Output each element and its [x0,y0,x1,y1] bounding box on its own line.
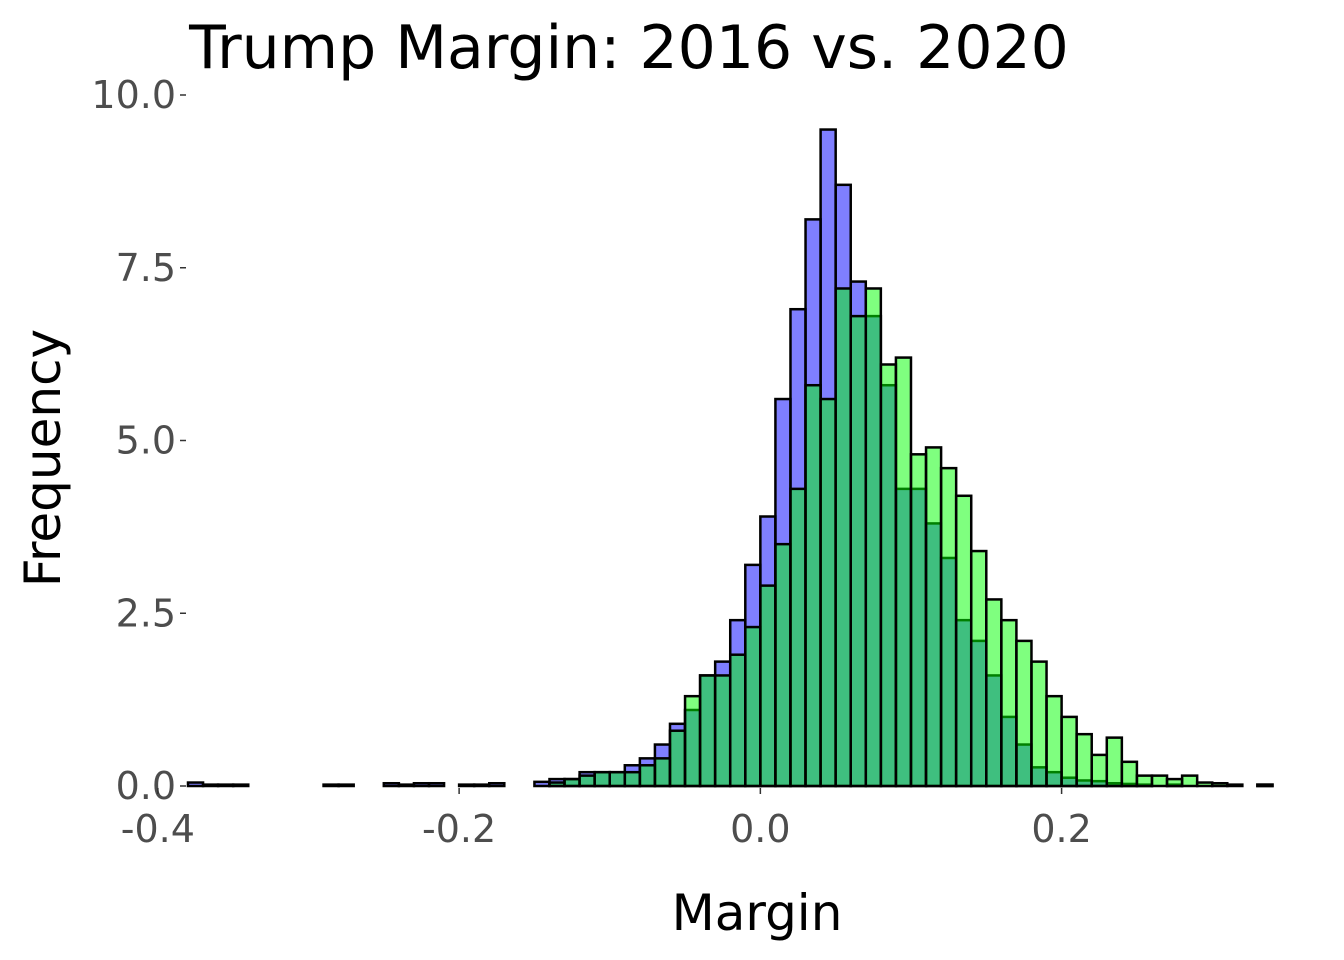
histogram-bar [638,764,657,788]
histogram-bar [789,487,807,788]
histogram-bar [774,542,792,788]
histogram-bar [954,494,973,788]
histogram-bar [1165,777,1184,788]
histogram-bar [653,757,672,788]
histogram-bar [969,549,988,788]
histogram-bar [201,783,220,788]
x-tick-label: 0.2 [1031,807,1091,851]
histogram-bar [834,287,852,788]
y-axis: 0.0 2.5 5.0 7.5 10.0 [91,73,186,808]
histogram-bar [1030,660,1048,788]
histogram-bar [322,783,340,788]
histogram-bar [1226,783,1244,788]
histogram-bar [397,783,416,788]
x-axis: -0.4 -0.2 0.0 0.2 [121,788,1092,851]
histogram-bar [849,314,868,788]
histogram-bar [1195,781,1214,788]
x-tick-label: -0.2 [422,807,496,851]
histogram-bar [1045,694,1063,788]
histogram-bar [412,781,431,788]
y-tick-label: 10.0 [91,73,176,117]
histogram-bar [382,781,401,788]
y-tick-label: 0.0 [116,764,176,808]
histogram-bar [1090,753,1109,788]
histogram-bar [1075,732,1093,788]
histogram-bar [216,783,235,788]
histogram-bar [985,598,1003,788]
chart-title: Trump Margin: 2016 vs. 2020 [188,13,1069,83]
histogram-bar [894,356,913,788]
histogram-bar [457,783,476,788]
histogram-bar [548,781,566,788]
histogram-bar [337,783,355,788]
histogram-bar [819,397,837,788]
histogram-series-2 [548,287,1274,788]
histogram-bar [427,781,446,788]
histogram-bar [1256,783,1274,788]
histogram-bar [623,770,642,788]
histogram-bar [578,774,596,788]
histogram-bar [1000,618,1018,788]
histogram-bar [1135,774,1154,788]
histogram-bar [563,777,581,788]
y-axis-title: Frequency [14,329,72,587]
histogram-bar [608,770,627,788]
histogram-bar [924,446,943,788]
histogram-bar [1105,736,1124,788]
histogram-bar [1150,774,1169,788]
histogram-bar [472,783,491,788]
y-tick-label: 2.5 [116,591,176,635]
histogram-bar [744,625,762,788]
histogram-bar [1060,715,1078,788]
x-tick-label: 0.0 [730,807,790,851]
x-tick-label: -0.4 [121,807,195,851]
histogram-bar [939,466,958,788]
histogram-bar [879,363,898,788]
histogram-bar [728,653,747,788]
histogram-bar [683,694,702,788]
histogram-bar [186,781,205,788]
histogram-bar [1015,639,1033,788]
histogram-bar [1120,760,1139,788]
histogram-bar [713,674,732,788]
histogram-bar [1180,774,1199,788]
histogram-bar [864,287,883,788]
bars-layer [186,128,1274,788]
y-tick-label: 7.5 [116,246,176,290]
histogram-bar [804,383,822,788]
y-tick-label: 5.0 [116,419,176,463]
histogram-bar [1210,781,1229,788]
histogram-bar [487,781,506,788]
histogram-bar [759,584,777,788]
histogram-bar [533,780,551,788]
x-axis-title: Margin [672,884,843,942]
histogram-bar [231,783,250,788]
histogram-bar [909,453,928,788]
histogram-bar [593,770,611,788]
histogram-bar [668,729,687,788]
histogram-bar [698,674,717,788]
